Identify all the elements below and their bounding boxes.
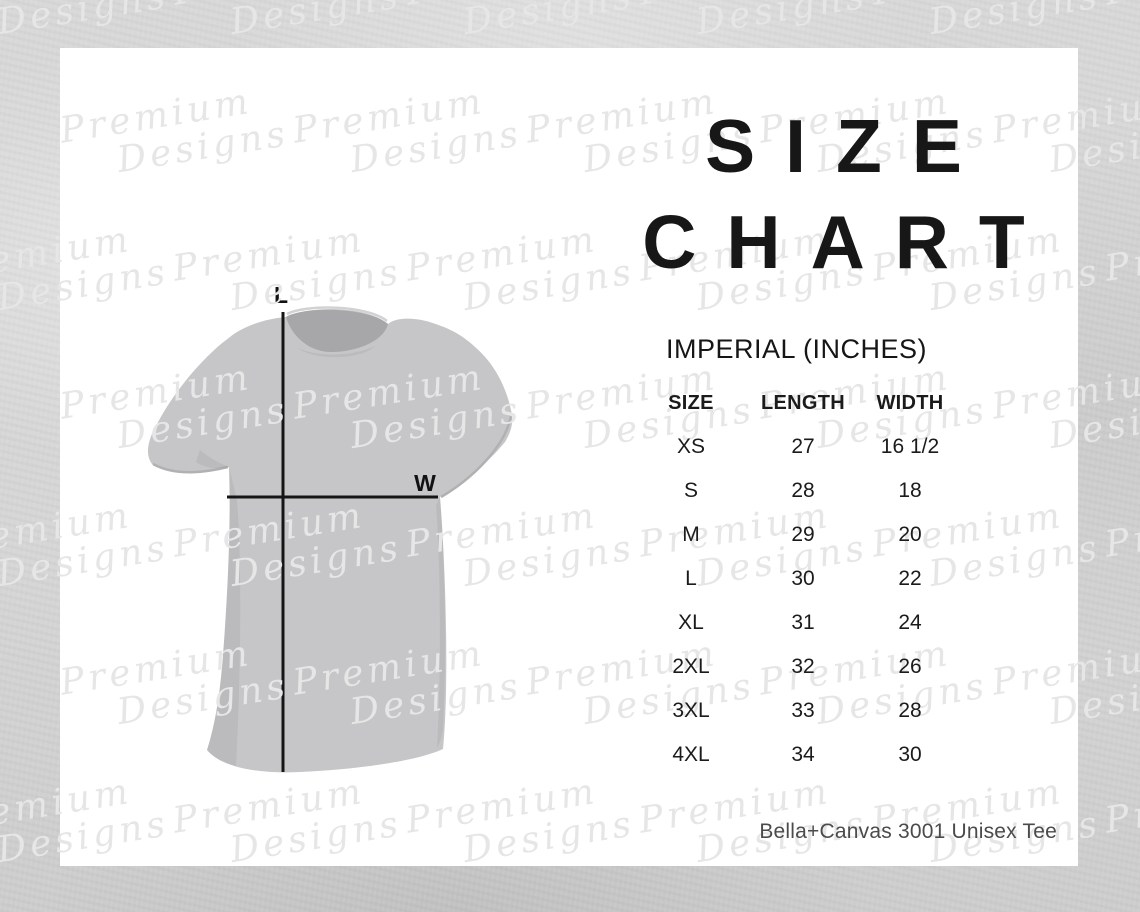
length-cell: 29 bbox=[791, 523, 815, 546]
size-cell: M bbox=[682, 523, 700, 546]
tshirt-body bbox=[147, 309, 513, 773]
size-cell: XS bbox=[676, 435, 705, 458]
width-cell: 28 bbox=[898, 699, 922, 722]
tshirt-collar bbox=[286, 309, 388, 353]
width-cell: 20 bbox=[898, 523, 922, 546]
body-right-shadow bbox=[436, 497, 446, 748]
size-cell: 4XL bbox=[672, 743, 710, 766]
collar-rim-highlight bbox=[286, 306, 388, 323]
length-cell: 31 bbox=[791, 611, 815, 634]
length-cell: 28 bbox=[791, 479, 815, 502]
collar-under-shadow bbox=[298, 346, 375, 358]
length-cell: 34 bbox=[791, 743, 815, 766]
size-table: SIZE LENGTH WIDTH XS 27 16 1/2 S 28 18 M 29 20 L 30 22… bbox=[652, 381, 944, 777]
left-sleeve-hem bbox=[152, 462, 229, 474]
right-sleeve-hem bbox=[440, 415, 513, 499]
length-cell: 30 bbox=[791, 567, 815, 590]
column-header: SIZE bbox=[668, 391, 714, 414]
size-cell: S bbox=[683, 479, 698, 502]
width-cell: 16 1/2 bbox=[880, 435, 940, 458]
length-cell: 32 bbox=[791, 655, 815, 678]
width-cell: 22 bbox=[898, 567, 922, 590]
size-cell: 2XL bbox=[672, 655, 710, 678]
column-header: WIDTH bbox=[876, 391, 944, 414]
width-cell: 30 bbox=[898, 743, 922, 766]
body-left-shadow bbox=[207, 467, 241, 766]
armpit-shadow bbox=[196, 450, 229, 469]
width-cell: 18 bbox=[898, 479, 922, 502]
size-cell: 3XL bbox=[672, 699, 710, 722]
length-cell: 33 bbox=[791, 699, 815, 722]
length-cell: 27 bbox=[791, 435, 815, 458]
units-subtitle: IMPERIAL (INCHES) bbox=[666, 334, 928, 364]
size-cell: L bbox=[685, 567, 697, 590]
length-label: L bbox=[274, 282, 288, 308]
title-line-1: SIZE bbox=[705, 104, 992, 188]
size-cell: XL bbox=[678, 611, 704, 634]
width-cell: 26 bbox=[898, 655, 922, 678]
title-line-2: CHART bbox=[642, 200, 1055, 284]
column-header: LENGTH bbox=[760, 391, 846, 414]
width-cell: 24 bbox=[898, 611, 922, 634]
width-label: W bbox=[414, 470, 436, 496]
product-name: Bella+Canvas 3001 Unisex Tee bbox=[759, 820, 1057, 843]
page-title: SIZE CHART bbox=[590, 98, 1079, 290]
